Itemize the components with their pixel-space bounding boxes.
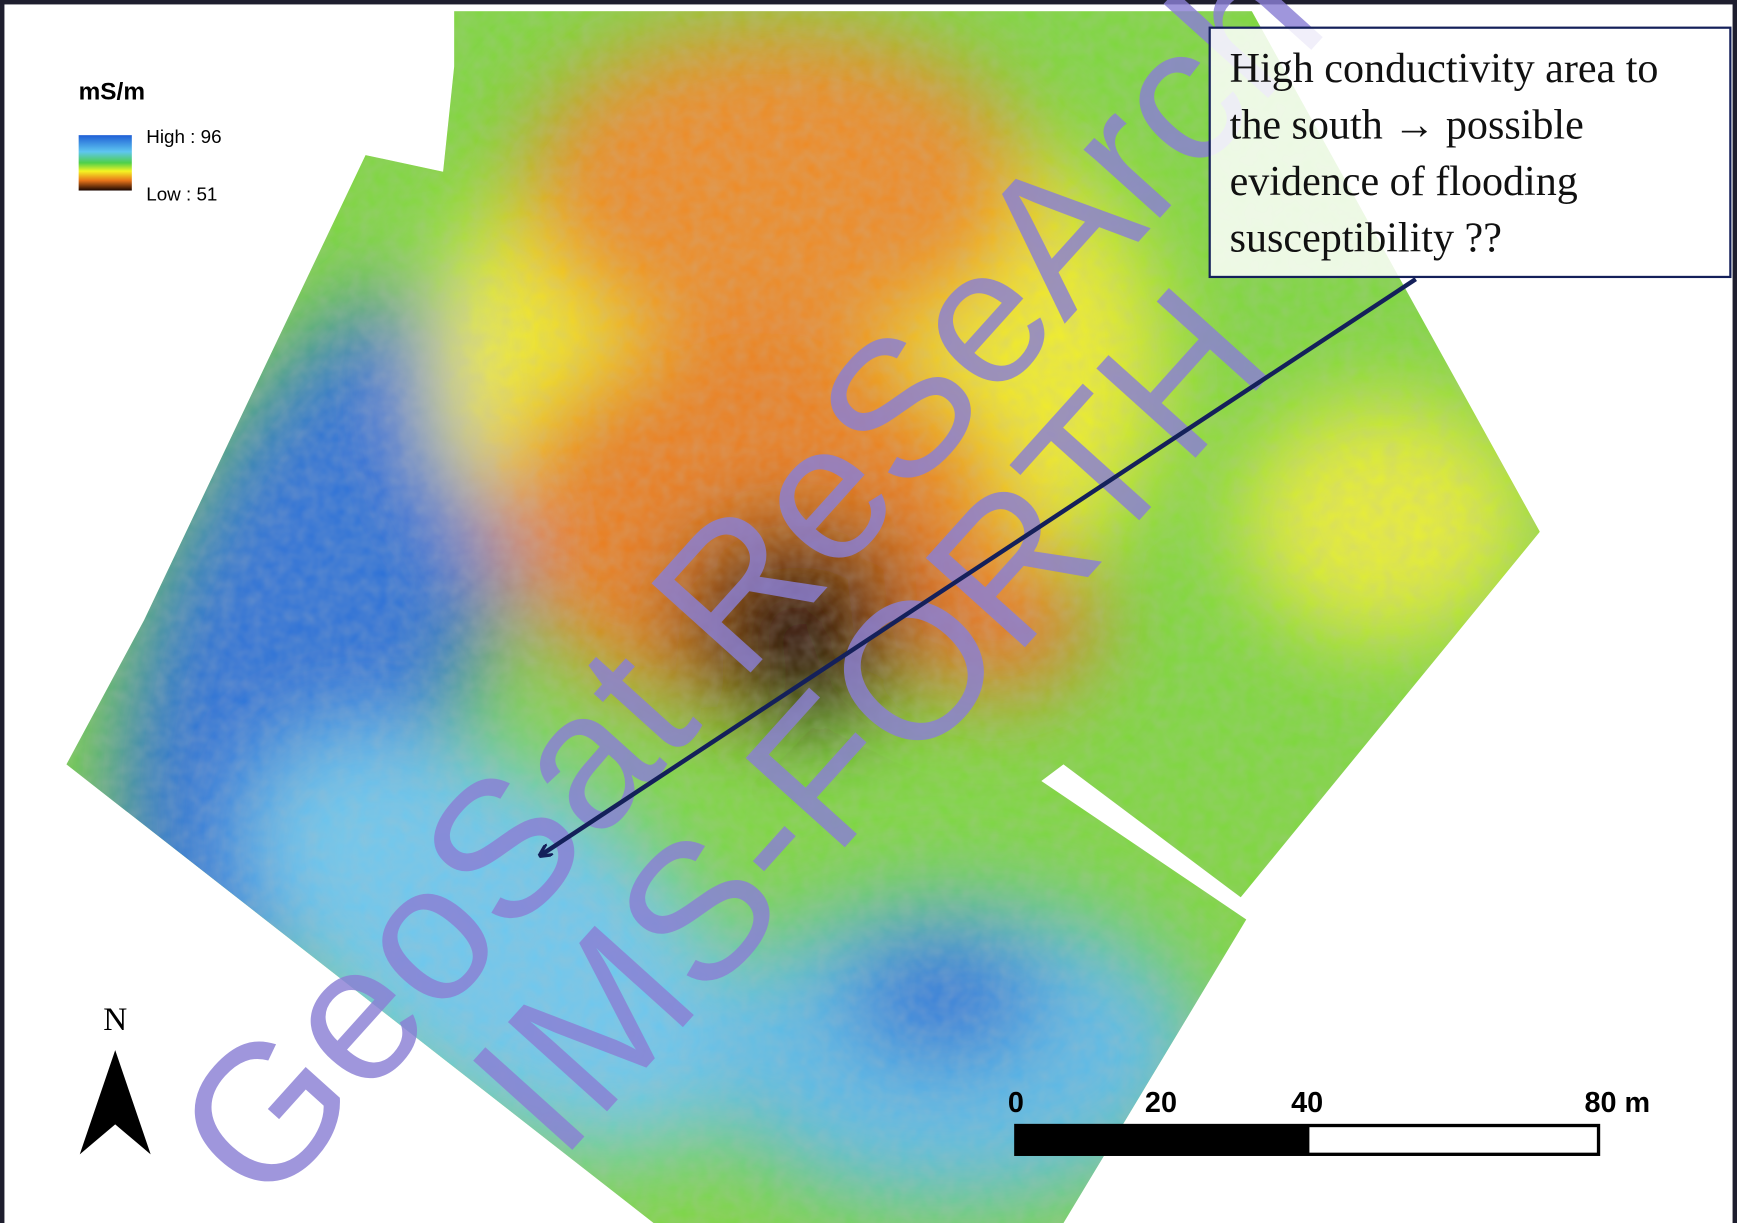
legend-title: mS/m [79, 79, 145, 106]
annotation-line: High conductivity area to [1230, 45, 1659, 92]
map-slide: GeoSat ReSeArch IMS-FORTH mS/m High : 96… [0, 0, 1737, 1223]
annotation-line: the south → possible [1230, 101, 1584, 148]
legend-ramp [79, 135, 132, 190]
annotation-line: evidence of flooding [1230, 158, 1578, 205]
page: {"legend": {"title": "mS/m", "high": "Hi… [0, 0, 1737, 1223]
legend-low: Low : 51 [146, 184, 217, 205]
annotation-line: susceptibility ?? [1230, 214, 1502, 261]
north-label: N [103, 1001, 127, 1038]
scale-label: 20 [1145, 1087, 1177, 1119]
scale-bar-segment [1016, 1126, 1310, 1155]
scale-label: 0 [1008, 1087, 1024, 1119]
legend-high: High : 96 [146, 126, 221, 147]
scale-label: 40 [1291, 1087, 1323, 1119]
scale-label: 80 m [1585, 1087, 1651, 1119]
annotation: High conductivity area to the south → po… [1210, 28, 1731, 277]
